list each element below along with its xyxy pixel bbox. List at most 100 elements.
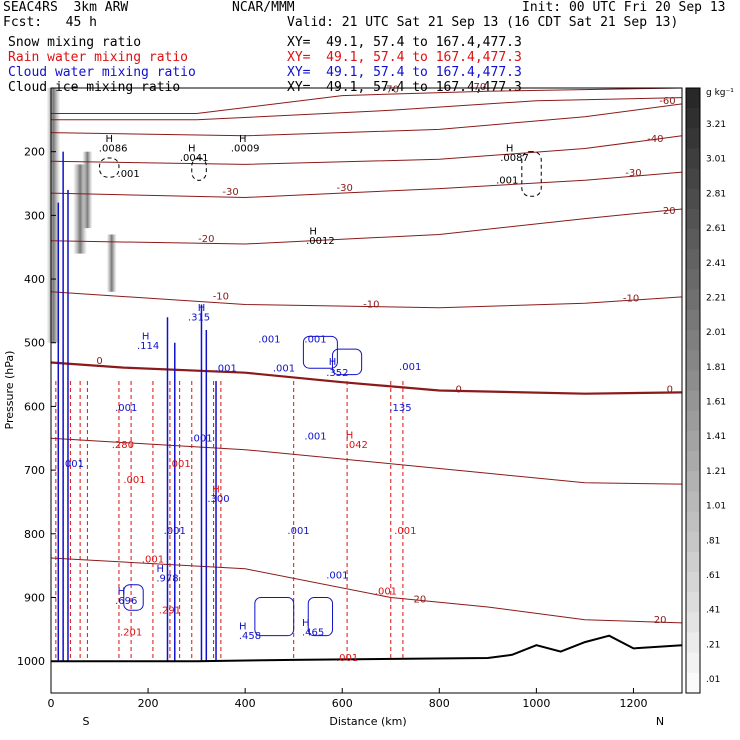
x-tick-label: 0 bbox=[48, 697, 55, 710]
contour-label: .465 bbox=[302, 628, 324, 639]
colorbar-label: 1.61 bbox=[706, 398, 726, 408]
colorbar-cell bbox=[686, 612, 700, 634]
colorbar-label: 2.61 bbox=[706, 224, 726, 234]
colorbar-cell bbox=[686, 249, 700, 271]
temperature-contour bbox=[50, 208, 683, 245]
colorbar-label: 2.81 bbox=[706, 189, 726, 199]
colorbar-label: 2.01 bbox=[706, 328, 726, 338]
temperature-contour bbox=[51, 97, 683, 121]
contour-label: H bbox=[105, 134, 113, 145]
y-tick-label: 300 bbox=[24, 209, 45, 222]
temperature-contour bbox=[50, 171, 683, 199]
contour-label: .001 bbox=[326, 570, 348, 581]
colorbar-label: .01 bbox=[706, 675, 720, 685]
contour-label: .001 bbox=[375, 586, 397, 597]
colorbar-frame bbox=[685, 87, 701, 694]
contour-label: H bbox=[302, 618, 310, 629]
contour-label: .201 bbox=[120, 628, 142, 639]
colorbar-cell bbox=[686, 350, 700, 372]
cloud-water-contours bbox=[57, 151, 363, 662]
snow-shade bbox=[106, 234, 117, 292]
cloud-contour bbox=[302, 335, 338, 369]
colorbar-label: 2.21 bbox=[706, 293, 726, 303]
x-tick-label: 400 bbox=[235, 697, 256, 710]
contour-label: H bbox=[118, 586, 126, 597]
y-tick-label: 700 bbox=[24, 464, 45, 477]
colorbar-cell bbox=[686, 672, 700, 694]
contour-label: .114 bbox=[137, 341, 159, 352]
contour-label: .001 bbox=[190, 433, 212, 444]
contour-label: .315 bbox=[188, 312, 210, 323]
x-tick-label: 800 bbox=[429, 697, 450, 710]
header-org: NCAR/MMM bbox=[232, 0, 295, 15]
colorbar-cell bbox=[686, 390, 700, 412]
contour-label: .135 bbox=[389, 403, 411, 414]
contour-label: 20 bbox=[654, 615, 667, 626]
contour-label: .0009 bbox=[231, 144, 260, 155]
temperature-contours bbox=[50, 87, 683, 624]
contour-label: -10 bbox=[363, 300, 379, 311]
contour-label: 20 bbox=[414, 595, 427, 606]
colorbar-cell bbox=[686, 148, 700, 170]
temperature-contour bbox=[50, 291, 683, 309]
colorbar-cell bbox=[686, 188, 700, 210]
contour-label: .0041 bbox=[180, 153, 209, 164]
colorbar-cell bbox=[686, 168, 700, 190]
colorbar-label: 2.41 bbox=[706, 259, 726, 269]
legend-cloudwater-name: Cloud water mixing ratio bbox=[8, 65, 196, 80]
contour-label: .0087 bbox=[500, 153, 529, 164]
contour-label: .0086 bbox=[99, 144, 128, 155]
y-tick-label: 400 bbox=[24, 273, 45, 286]
contour-label: H bbox=[506, 144, 514, 155]
header-valid: Valid: 21 UTC Sat 21 Sep 13 (16 CDT Sat … bbox=[287, 15, 679, 30]
colorbar-label: .21 bbox=[706, 640, 720, 650]
cloud-contour bbox=[332, 348, 363, 376]
contour-label: .001 bbox=[394, 526, 416, 537]
x-tick-label: 1200 bbox=[619, 697, 647, 710]
y-tick-label: 800 bbox=[24, 528, 45, 541]
colorbar-cell bbox=[686, 491, 700, 513]
colorbar-cell bbox=[686, 410, 700, 432]
contour-label: H bbox=[239, 621, 247, 632]
colorbar-cell bbox=[686, 269, 700, 291]
axes: 0 200 400 600 800 1000 12002003004005006007008… bbox=[17, 146, 647, 710]
contour-label: H bbox=[198, 303, 206, 314]
colorbar-cell bbox=[686, 128, 700, 150]
colorbar-cell bbox=[686, 451, 700, 473]
colorbar-cell bbox=[686, 572, 700, 594]
contour-label: .696 bbox=[115, 596, 137, 607]
contour-label: .001 bbox=[62, 459, 84, 470]
contour-label: .001 bbox=[123, 475, 145, 486]
colorbar-cell bbox=[686, 430, 700, 452]
contour-label: .978 bbox=[156, 574, 178, 585]
legend-snow-name: Snow mixing ratio bbox=[8, 35, 142, 50]
contour-label: .001 bbox=[304, 432, 326, 443]
contour-label: .280 bbox=[112, 440, 134, 451]
cloud-contour bbox=[254, 596, 295, 637]
contour-label: .0012 bbox=[306, 236, 335, 247]
contour-label: -70 bbox=[383, 84, 399, 95]
contour-label: H bbox=[188, 144, 196, 155]
rain-contours bbox=[55, 380, 404, 662]
colorbar-cell bbox=[686, 330, 700, 352]
y-tick-label: 200 bbox=[24, 146, 45, 159]
colorbar-cell bbox=[686, 551, 700, 573]
contour-label: -30 bbox=[336, 183, 352, 194]
temperature-contour bbox=[50, 361, 683, 395]
cloud-ice-contours bbox=[99, 151, 542, 197]
y-tick-label: 500 bbox=[24, 337, 45, 350]
contour-label: .001 bbox=[142, 554, 164, 565]
contour-label: -40 bbox=[647, 134, 663, 145]
colorbar-cell bbox=[686, 511, 700, 533]
colorbar-cell bbox=[686, 370, 700, 392]
temperature-contour bbox=[50, 557, 683, 624]
direction-left-label: S bbox=[83, 715, 90, 728]
contour-label: .001 bbox=[304, 335, 326, 346]
x-tick-label: 600 bbox=[332, 697, 353, 710]
contour-label: .001 bbox=[496, 176, 518, 187]
contour-label: .001 bbox=[399, 362, 421, 373]
temperature-contour bbox=[50, 135, 683, 165]
legend-rain-xy: XY= 49.1, 57.4 to 167.4,477.3 bbox=[287, 50, 522, 65]
cloud-contour bbox=[307, 596, 334, 637]
